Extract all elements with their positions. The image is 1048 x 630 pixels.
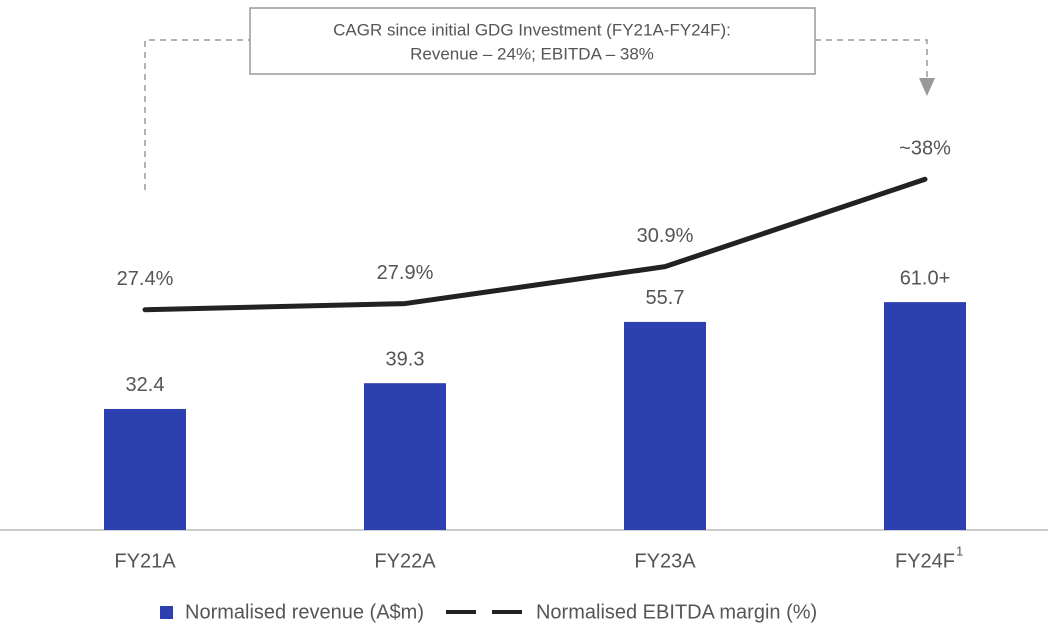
legend-label: Normalised EBITDA margin (%): [536, 601, 817, 623]
legend-swatch: [160, 606, 173, 619]
bar-value-label: 32.4: [126, 374, 165, 396]
x-tick-label: FY22A: [374, 550, 436, 572]
x-tick-label: FY24F: [895, 550, 955, 572]
annotation-line: CAGR since initial GDG Investment (FY21A…: [333, 20, 731, 39]
bracket-left: [144, 39, 250, 190]
footnote-mark: 1: [956, 543, 963, 558]
line-value-label: 30.9%: [637, 225, 694, 247]
bar: [884, 302, 966, 530]
bar-value-label: 39.3: [386, 348, 425, 370]
line: [142, 176, 928, 313]
bar: [364, 383, 446, 530]
line-value-label: 27.9%: [377, 262, 434, 284]
bar-value-label: 61.0+: [900, 267, 951, 289]
annotation-box: [249, 7, 816, 75]
line-value-label: 27.4%: [117, 268, 174, 290]
line-value-label: ~38%: [899, 138, 951, 160]
bracket-right: [815, 39, 928, 80]
legend-label: Normalised revenue (A$m): [185, 601, 424, 623]
legend: Normalised revenue (A$m) Normalised EBITD…: [160, 601, 817, 623]
cagr-bracket: [144, 39, 928, 190]
bar: [624, 321, 706, 530]
annotation-line: Revenue – 24%; EBITDA – 38%: [410, 44, 654, 63]
x-tick-label: FY21A: [114, 550, 176, 572]
x-tick-label: FY23A: [634, 550, 696, 572]
bar: [104, 408, 186, 530]
bracket-arrow: [919, 78, 935, 96]
bar-value-label: 55.7: [646, 287, 685, 309]
